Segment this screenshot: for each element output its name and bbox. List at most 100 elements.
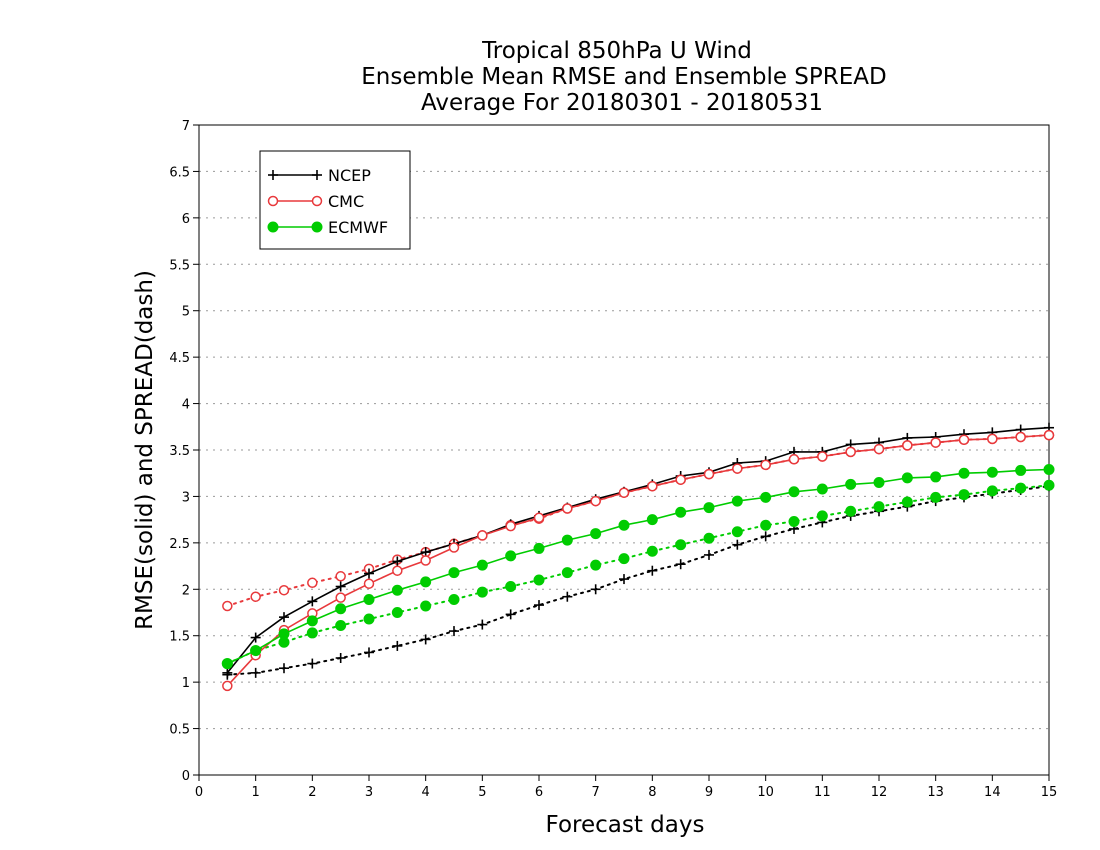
series-cmc-rmse — [222, 429, 1055, 692]
y-tick-label-13: 6.5 — [169, 165, 190, 180]
series-line-cmc-spread — [226, 434, 1050, 607]
x-tick-label-14: 14 — [984, 785, 1001, 800]
series-line-ecmwf-rmse — [226, 468, 1050, 665]
point-ecmwf-spread-28 — [1015, 482, 1027, 494]
legend-item-ncep: NCEP — [268, 166, 371, 185]
x-tick-label-1: 1 — [252, 785, 260, 800]
x-axis: 0 1 2 3 4 5 6 7 8 9 10 11 12 13 14 15 — [195, 775, 1057, 800]
series-line-ncep-spread — [226, 485, 1050, 676]
point-ecmwf-spread-7 — [420, 600, 432, 612]
point-ecmwf-spread-5 — [363, 613, 375, 625]
point-cmc-rmse-6 — [392, 565, 403, 576]
point-ncep-spread-17 — [704, 549, 714, 560]
point-ncep-spread-11 — [534, 600, 544, 611]
point-ncep-spread-7 — [420, 634, 431, 645]
point-cmc-rmse-26 — [958, 434, 970, 446]
point-ncep-spread-14 — [619, 574, 629, 585]
point-ecmwf-rmse-0 — [221, 658, 233, 670]
point-ncep-spread-4 — [335, 653, 346, 663]
point-ecmwf-spread-27 — [986, 485, 998, 497]
series-ecmwf-spread — [221, 479, 1055, 670]
point-ecmwf-rmse-19 — [760, 491, 772, 503]
point-ncep-rmse-2 — [279, 612, 289, 623]
x-tick-label-0: 0 — [195, 785, 203, 800]
point-cmc-rmse-10 — [505, 520, 516, 532]
point-cmc-rmse-24 — [902, 440, 913, 451]
point-ecmwf-rmse-28 — [1015, 464, 1027, 476]
point-cmc-rmse-9 — [477, 530, 488, 541]
point-ecmwf-spread-25 — [930, 491, 942, 503]
y-tick-label-10: 5 — [182, 305, 190, 320]
point-cmc-rmse-17 — [703, 468, 715, 480]
point-cmc-spread-1 — [250, 591, 261, 602]
point-cmc-rmse-7 — [420, 555, 431, 566]
y-tick-label-6: 3 — [182, 490, 190, 505]
point-ecmwf-spread-16 — [675, 539, 687, 551]
legend-marker-start-ecmwf — [267, 221, 279, 233]
point-ecmwf-spread-17 — [703, 532, 715, 544]
legend-item-cmc: CMC — [267, 192, 364, 211]
point-ecmwf-rmse-12 — [561, 534, 573, 546]
point-ecmwf-rmse-24 — [901, 472, 913, 484]
point-ecmwf-spread-20 — [788, 516, 800, 527]
series-line-cmc-rmse — [226, 434, 1050, 687]
x-tick-label-13: 13 — [927, 785, 944, 800]
y-tick-label-9: 4.5 — [169, 351, 190, 366]
point-ncep-spread-13 — [590, 584, 601, 595]
y-tick-label-2: 1 — [182, 676, 190, 691]
point-ecmwf-rmse-25 — [930, 471, 942, 483]
x-tick-label-8: 8 — [648, 785, 656, 800]
point-cmc-spread-2 — [278, 584, 290, 596]
point-ncep-spread-18 — [732, 539, 743, 550]
point-ncep-spread-2 — [279, 663, 289, 674]
point-cmc-rmse-28 — [1015, 431, 1026, 443]
series-ecmwf-rmse — [221, 464, 1055, 670]
chart-title-line-1: Tropical 850hPa U Wind — [481, 38, 752, 64]
point-ecmwf-rmse-22 — [845, 478, 857, 490]
point-ecmwf-rmse-5 — [363, 594, 375, 605]
point-ecmwf-spread-6 — [391, 607, 403, 618]
point-ecmwf-spread-3 — [306, 627, 318, 639]
point-ecmwf-rmse-3 — [306, 615, 318, 627]
y-tick-label-12: 6 — [182, 212, 190, 227]
point-ecmwf-rmse-14 — [618, 519, 630, 531]
point-ecmwf-rmse-21 — [816, 483, 828, 495]
series-line-ncep-rmse — [226, 426, 1050, 674]
point-ecmwf-spread-4 — [335, 620, 347, 631]
point-ncep-rmse-3 — [307, 596, 318, 607]
point-ecmwf-rmse-2 — [278, 628, 290, 640]
point-ecmwf-spread-12 — [561, 567, 573, 579]
point-ecmwf-spread-8 — [448, 594, 460, 605]
point-cmc-rmse-18 — [732, 463, 743, 474]
x-tick-label-5: 5 — [478, 785, 486, 800]
point-cmc-rmse-19 — [760, 459, 771, 471]
point-ecmwf-rmse-29 — [1043, 464, 1055, 475]
y-tick-label-0: 0 — [182, 769, 190, 784]
point-ncep-spread-1 — [250, 667, 261, 678]
point-ncep-rmse-4 — [335, 581, 346, 592]
point-ncep-spread-9 — [477, 619, 488, 630]
point-ecmwf-spread-15 — [646, 545, 658, 557]
point-ecmwf-rmse-8 — [448, 567, 460, 579]
x-tick-label-11: 11 — [814, 785, 831, 800]
x-tick-label-6: 6 — [535, 785, 543, 800]
legend-marker-start-cmc — [267, 195, 279, 207]
y-axis-title: RMSE(solid) and SPREAD(dash) — [132, 270, 158, 630]
point-ncep-rmse-1 — [250, 632, 261, 643]
point-cmc-rmse-0 — [222, 680, 233, 692]
chart-title-line-3: Average For 20180301 - 20180531 — [421, 90, 823, 116]
x-tick-label-2: 2 — [308, 785, 316, 800]
y-tick-label-5: 2.5 — [169, 537, 190, 552]
x-tick-label-3: 3 — [365, 785, 373, 800]
x-tick-label-15: 15 — [1041, 785, 1058, 800]
legend-item-ecmwf: ECMWF — [267, 218, 388, 237]
point-ecmwf-spread-9 — [476, 586, 488, 598]
x-tick-label-4: 4 — [422, 785, 430, 800]
point-cmc-spread-3 — [307, 577, 318, 589]
point-ecmwf-rmse-1 — [250, 645, 262, 657]
point-cmc-rmse-14 — [618, 487, 630, 498]
point-cmc-rmse-29 — [1043, 429, 1055, 441]
point-cmc-spread-4 — [335, 571, 346, 582]
point-ecmwf-spread-23 — [873, 501, 885, 513]
point-ncep-rmse-5 — [364, 568, 374, 579]
